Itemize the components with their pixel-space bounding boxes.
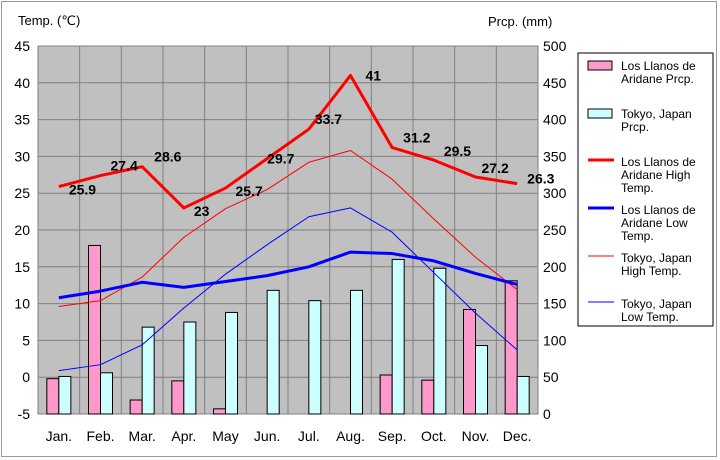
series-line-3	[58, 207, 518, 372]
y-right-tick-label: 350	[543, 148, 567, 164]
bar-tokyo-prcp	[225, 311, 238, 415]
y-right-tick-label: 50	[543, 369, 559, 385]
y-right-tick-label: 300	[543, 185, 567, 201]
bar-tokyo-prcp	[266, 289, 280, 415]
series-line-1	[58, 250, 518, 300]
bar-los-llanos-prcp	[421, 379, 435, 415]
x-tick-label: Feb.	[86, 428, 114, 444]
bar-los-llanos-prcp	[88, 244, 101, 415]
bars	[46, 244, 530, 415]
data-label-high-temp: 29.5	[444, 143, 471, 159]
bar-tokyo-prcp	[475, 345, 488, 415]
legend: Los Llanos de Aridane Prcp. Tokyo, Japan Pr…	[577, 52, 714, 327]
data-label-high-temp: 23	[194, 203, 210, 219]
bar-los-llanos-prcp	[379, 374, 393, 415]
bar-tokyo-prcp	[433, 267, 447, 415]
legend-label-2: Los Llanos de Aridane High Temp.	[621, 155, 696, 195]
data-label-high-temp: 25.9	[69, 182, 96, 198]
bar-los-llanos-prcp	[504, 280, 518, 415]
y-left-tick-label: 20	[14, 222, 30, 238]
y-right-tick-label: 450	[543, 75, 567, 91]
legend-label-3: Los Llanos de Aridane Low Temp.	[621, 203, 696, 243]
bar-tokyo-prcp	[58, 375, 72, 415]
legend-label-0: Los Llanos de Aridane Prcp.	[621, 59, 696, 86]
x-tick-label: Mar.	[129, 428, 156, 444]
data-labels: 25.9 27.4 28.6 23 25.729.7 33.7 41 31.2 29.5 27.2…	[69, 67, 555, 218]
y-right-tick-label: 200	[543, 259, 567, 275]
lines	[58, 73, 518, 372]
y-right-axis-title: Prcp. (mm)	[488, 14, 552, 29]
series-line-2	[58, 150, 518, 308]
x-tick-label: May	[212, 428, 238, 444]
data-label-high-temp: 29.7	[267, 151, 294, 167]
legend-swatch-0	[587, 60, 613, 71]
y-right-tick-label: 0	[543, 406, 551, 422]
bar-tokyo-prcp	[391, 258, 405, 415]
data-label-high-temp: 33.7	[315, 111, 342, 127]
x-tick-label: Sep.	[378, 428, 407, 444]
y-right-tick-label: 250	[543, 222, 567, 238]
bar-los-llanos-prcp	[213, 408, 226, 415]
data-label-high-temp: 27.4	[111, 158, 138, 174]
bar-los-llanos-prcp	[463, 308, 476, 415]
bar-tokyo-prcp	[100, 372, 113, 415]
data-label-high-temp: 41	[366, 67, 382, 83]
y-left-tick-label: 30	[14, 148, 30, 164]
data-label-high-temp: 28.6	[154, 149, 181, 165]
bar-tokyo-prcp	[308, 300, 322, 415]
bar-tokyo-prcp	[141, 326, 155, 415]
y-left-tick-label: 0	[22, 369, 30, 385]
y-left-tick-label: 15	[14, 259, 30, 275]
legend-box	[577, 52, 714, 327]
y-left-tick-label: -5	[18, 406, 31, 422]
data-label-high-temp: 26.3	[527, 171, 554, 187]
data-label-high-temp: 27.2	[482, 160, 509, 176]
y-left-axis-title: Temp. (℃)	[18, 13, 80, 28]
data-label-high-temp: 25.7	[236, 183, 263, 199]
y-left-tick-label: 40	[14, 75, 30, 91]
bar-tokyo-prcp	[183, 321, 197, 415]
legend-swatch-1	[587, 108, 613, 119]
legend-label-4: Tokyo, Japan High Temp.	[621, 251, 692, 278]
bar-los-llanos-prcp	[129, 399, 143, 415]
x-tick-label: Dec.	[503, 428, 532, 444]
x-tick-label: Oct.	[421, 428, 447, 444]
y-right-tick-label: 100	[543, 332, 567, 348]
bar-los-llanos-prcp	[171, 380, 185, 415]
bar-tokyo-prcp	[516, 375, 530, 415]
data-label-high-temp: 31.2	[403, 130, 430, 146]
x-tick-label: Aug.	[336, 428, 365, 444]
legend-label-5: Tokyo, Japan Low Temp.	[621, 297, 692, 324]
x-tick-label: Apr.	[171, 428, 196, 444]
bar-tokyo-prcp	[350, 289, 363, 415]
axes: -505101520253035404505010015020025030035…	[14, 38, 566, 444]
y-right-tick-label: 500	[543, 38, 567, 54]
y-left-tick-label: 45	[14, 38, 30, 54]
x-tick-label: Jun.	[254, 428, 280, 444]
y-right-tick-label: 400	[543, 112, 567, 128]
x-tick-label: Jul.	[298, 428, 320, 444]
series-line-0	[58, 73, 518, 210]
y-left-tick-label: 5	[22, 332, 30, 348]
y-left-tick-label: 25	[14, 185, 30, 201]
y-left-tick-label: 10	[14, 296, 30, 312]
legend-label-1: Tokyo, Japan Prcp.	[621, 107, 692, 134]
bar-los-llanos-prcp	[46, 378, 60, 415]
y-right-tick-label: 150	[543, 296, 567, 312]
x-tick-label: Jan.	[46, 428, 72, 444]
y-left-tick-label: 35	[14, 112, 30, 128]
x-tick-label: Nov.	[462, 428, 490, 444]
